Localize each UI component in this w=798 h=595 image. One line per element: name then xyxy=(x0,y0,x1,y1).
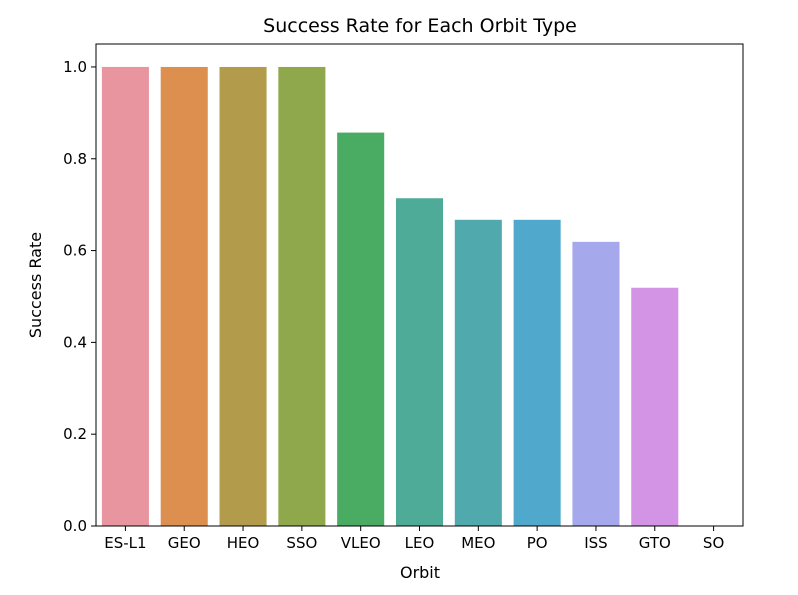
bar-po xyxy=(513,219,561,526)
x-tick-label: PO xyxy=(527,534,548,552)
y-tick-label: 0.4 xyxy=(63,333,87,351)
y-tick-label: 0.0 xyxy=(63,517,87,535)
bars-group xyxy=(101,66,679,527)
y-axis-ticks: 0.0 0.2 0.4 0.6 0.8 1.0 xyxy=(63,58,96,535)
plot-frame xyxy=(95,43,744,527)
x-tick-label: GEO xyxy=(168,534,201,552)
x-axis-ticks: ES-L1 GEO HEO SSO VLEO LEO MEO PO ISS GTO SO xyxy=(104,526,724,552)
y-tick-label: 0.2 xyxy=(63,425,87,443)
x-tick-label: ISS xyxy=(584,534,607,552)
y-tick-label: 0.6 xyxy=(63,242,87,260)
bar-vleo xyxy=(337,132,385,526)
bar-geo xyxy=(160,66,208,526)
bar-gto xyxy=(631,287,679,526)
bar-heo xyxy=(219,66,267,526)
x-axis-label: Orbit xyxy=(400,563,440,582)
chart-title: Success Rate for Each Orbit Type xyxy=(263,15,577,37)
bar-iss xyxy=(572,241,620,526)
x-tick-label: GTO xyxy=(639,534,671,552)
x-tick-label: HEO xyxy=(227,534,260,552)
x-tick-label: VLEO xyxy=(341,534,381,552)
x-tick-label: SSO xyxy=(286,534,317,552)
y-axis-label: Success Rate xyxy=(26,232,45,338)
x-tick-label: MEO xyxy=(461,534,495,552)
y-tick-label: 1.0 xyxy=(63,58,87,76)
bar-leo xyxy=(395,198,444,527)
bar-meo xyxy=(454,219,502,526)
bar-es-l1 xyxy=(101,66,149,526)
x-tick-label: LEO xyxy=(405,534,435,552)
x-tick-label: SO xyxy=(703,534,724,552)
bar-sso xyxy=(278,66,326,526)
y-tick-label: 0.8 xyxy=(63,150,87,168)
x-tick-label: ES-L1 xyxy=(104,534,146,552)
